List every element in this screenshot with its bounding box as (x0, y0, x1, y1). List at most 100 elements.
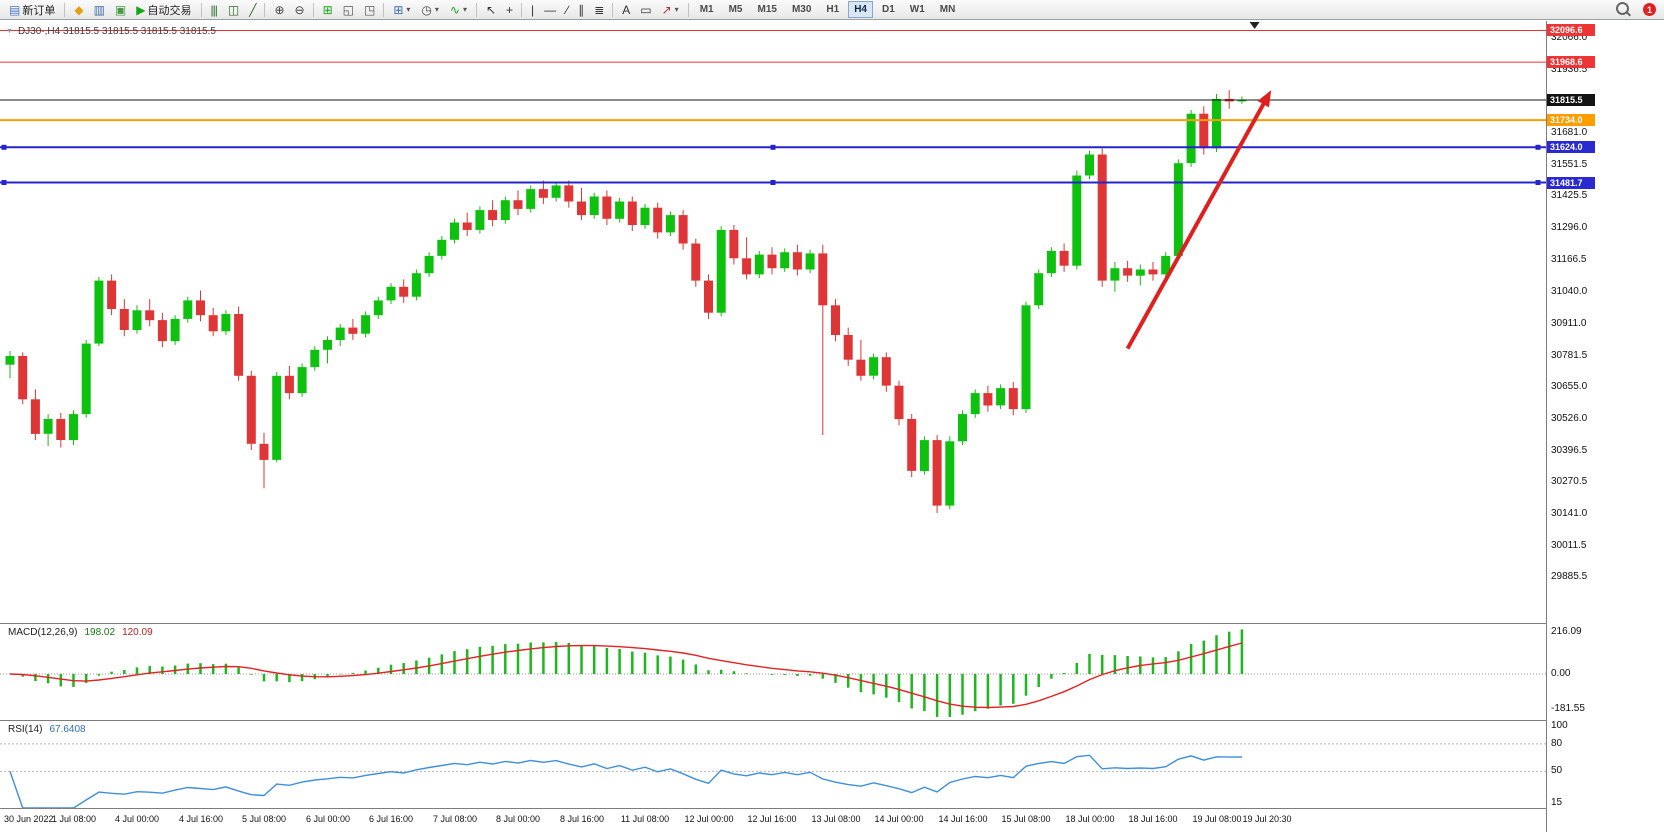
time-axis-label: 12 Jul 16:00 (747, 814, 797, 824)
price-axis-separator[interactable] (1546, 21, 1547, 832)
timeframe-m5-button[interactable]: M5 (728, 4, 743, 15)
toolbar-separator (475, 2, 477, 17)
price-axis-tick: 31681.0 (1551, 127, 1588, 138)
profiles-button[interactable]: ◷ ▾ (416, 0, 444, 19)
new-order-button-label: 新订单 (22, 4, 56, 17)
macd-axis-tick: 216.09 (1551, 626, 1582, 637)
panel-separator[interactable] (0, 720, 1664, 721)
line-chart-icon: ╱ (249, 2, 256, 17)
time-axis-label: 19 Jul 20:30 (1242, 814, 1292, 824)
cursor-button[interactable]: ↖ (481, 0, 500, 19)
trendline-button[interactable]: ∕ (561, 0, 572, 19)
timeframe-h4-button[interactable]: H4 (848, 1, 873, 18)
cursor-icon: ↖ (485, 2, 496, 17)
metaeditor-icon: ◆ (74, 2, 83, 17)
indicators-button[interactable]: ∿ ▾ (445, 0, 472, 19)
macd-axis-tick: 0.00 (1551, 668, 1571, 679)
zoom-out-button[interactable]: ⊖ (290, 0, 309, 19)
price-line-badge: 32096.6 (1547, 24, 1595, 36)
autotrading-button[interactable]: ▶ 自动交易 (131, 0, 196, 19)
price-line[interactable] (0, 180, 1546, 185)
toolbar-separator (264, 2, 266, 17)
zoom-out-icon: ⊖ (294, 2, 305, 17)
price-axis-tick: 30011.5 (1551, 540, 1587, 551)
timeframe-m1-button[interactable]: M1 (699, 4, 714, 15)
candlestick-chart-button[interactable]: ◫ (223, 0, 243, 19)
cascade-windows-icon: ◱ (342, 2, 354, 17)
time-axis-label: 6 Jul 16:00 (368, 814, 414, 824)
timeframe-m15-button[interactable]: M15 (757, 4, 777, 15)
dropdown-caret-icon: ▾ (406, 5, 411, 14)
clock-icon: ◷ (421, 2, 432, 17)
rsi-line (9, 754, 1242, 808)
price-axis[interactable]: 32066.0 31936.5 31681.0 31551.5 31425.5 31296… (1547, 21, 1664, 832)
rsi-panel-canvas[interactable] (0, 721, 1546, 808)
channel-button[interactable]: ∥ (573, 0, 588, 19)
vertical-line-button[interactable]: | (526, 0, 538, 19)
price-chart-canvas[interactable] (0, 21, 1546, 623)
price-axis-tick: 31040.0 (1551, 286, 1588, 297)
timeframe-w1-button[interactable]: W1 (909, 4, 925, 15)
tile-windows-icon: ⊞ (322, 2, 333, 17)
indicators-icon: ∿ (449, 2, 460, 17)
bar-chart-button[interactable]: ||| (206, 0, 222, 19)
time-axis-label: 5 Jul 08:00 (241, 814, 287, 824)
price-axis-tick: 31551.5 (1551, 159, 1588, 170)
timeframe-h1-button[interactable]: H1 (826, 4, 840, 15)
metaeditor-button[interactable]: ◆ (69, 0, 87, 19)
dropdown-caret-icon: ▾ (462, 5, 467, 14)
time-axis-label: 14 Jul 16:00 (938, 814, 988, 824)
trend-arrow-annotation[interactable] (1125, 90, 1272, 350)
cascade-windows-button[interactable]: ◱ (338, 0, 358, 19)
price-line[interactable] (0, 144, 1546, 150)
search-button[interactable] (1611, 0, 1638, 19)
tile-horizontal-button[interactable]: ◳ (359, 0, 379, 19)
text-label-button[interactable]: ▭ (635, 0, 655, 19)
price-axis-tick: 31296.0 (1551, 222, 1588, 233)
price-axis-tick: 31425.5 (1551, 190, 1588, 201)
navigator-icon: ▣ (114, 2, 126, 17)
panel-separator[interactable] (0, 623, 1664, 624)
price-axis-tick: 31166.5 (1551, 254, 1587, 265)
market-watch-button[interactable]: ▥ (89, 0, 109, 19)
new-order-button[interactable]: ▤ 新订单 (4, 0, 60, 19)
macd-histogram (21, 629, 1244, 717)
macd-panel-canvas[interactable] (0, 624, 1546, 720)
timeframe-m30-button[interactable]: M30 (791, 4, 812, 15)
price-line-badge: 31968.6 (1547, 56, 1595, 68)
chart-shift-marker[interactable] (1249, 22, 1260, 29)
notification-badge[interactable]: 1 (1643, 3, 1656, 16)
price-axis-tick: 30911.0 (1551, 318, 1587, 329)
time-axis-label: 13 Jul 08:00 (811, 814, 861, 824)
price-line-badge: 31624.0 (1547, 141, 1595, 153)
price-line-badge: 31734.0 (1547, 114, 1595, 126)
price-axis-tick: 30270.5 (1551, 476, 1588, 487)
price-line-badge: 31815.5 (1547, 94, 1595, 106)
timeframe-d1-button[interactable]: D1 (882, 4, 895, 15)
crosshair-button[interactable]: + (501, 0, 517, 19)
tile-windows-button[interactable]: ⊞ (318, 0, 337, 19)
text-button[interactable]: A (617, 0, 634, 19)
timeframe-mn-button[interactable]: MN (939, 4, 956, 15)
price-axis-tick: 30396.5 (1551, 445, 1588, 456)
time-axis[interactable]: 30 Jun 2022 1 Jul 08:00 4 Jul 00:00 4 Jul 1… (0, 809, 1546, 832)
time-axis-label: 6 Jul 00:00 (305, 814, 351, 824)
new-chart-button[interactable]: ⊞ ▾ (388, 0, 415, 19)
rsi-axis-tick: 80 (1551, 738, 1563, 749)
fibonacci-button[interactable]: ≣ (589, 0, 608, 19)
toolbar-separator (383, 2, 385, 17)
navigator-button[interactable]: ▣ (110, 0, 130, 19)
zoom-in-button[interactable]: ⊕ (269, 0, 288, 19)
rsi-axis-tick: 15 (1551, 797, 1563, 808)
time-axis-label: 18 Jul 00:00 (1065, 814, 1115, 824)
horizontal-line-button[interactable]: — (539, 0, 560, 19)
panel-separator[interactable] (0, 808, 1664, 809)
arrows-button[interactable]: ↗ ▾ (657, 0, 684, 19)
line-chart-button[interactable]: ╱ (244, 0, 260, 19)
time-axis-label: 1 Jul 08:00 (51, 814, 97, 824)
arrow-tool-icon: ↗ (661, 2, 672, 17)
chart-window: ▼ DJ30-,H4 31815.5 31815.5 31815.5 31815… (0, 21, 1664, 832)
toolbar-separator (64, 2, 66, 17)
time-axis-label: 30 Jun 2022 (4, 814, 54, 824)
price-line-badge: 31481.7 (1547, 177, 1595, 189)
